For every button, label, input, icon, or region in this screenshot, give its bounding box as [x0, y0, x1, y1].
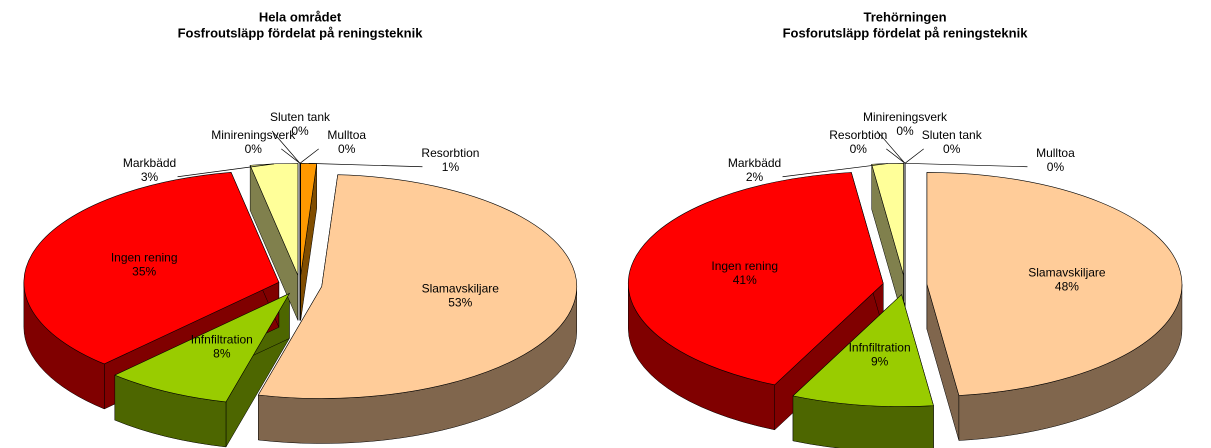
slice [871, 163, 904, 276]
slice-value: 9% [871, 355, 889, 369]
slice [627, 172, 884, 386]
slice-value: 41% [733, 273, 757, 287]
leader-line [886, 148, 906, 164]
leader-line [271, 130, 301, 164]
slice-label: Resorbtion [421, 146, 479, 160]
slice-value: 0% [896, 124, 914, 138]
slice-label: Infnfiltration [191, 333, 253, 347]
leader-line [281, 148, 301, 164]
slice-label: Infnfiltration [849, 341, 911, 355]
slice-label: Minireningsverk [211, 128, 296, 142]
slice-value: 8% [213, 347, 231, 361]
slice-label: Slamavskiljare [1028, 266, 1106, 280]
chart-subtitle: Fosforutsläpp fördelat på reningsteknik [783, 25, 1029, 40]
slice-value: 3% [141, 170, 159, 184]
slice-value: 35% [132, 264, 156, 278]
slice-label: Ingen rening [111, 250, 178, 264]
slice-label: Sluten tank [922, 128, 983, 142]
slice-value: 53% [448, 295, 472, 309]
leader-line [904, 148, 924, 164]
slice-label: Mulltoa [327, 128, 366, 142]
slice-label: Markbädd [123, 156, 176, 170]
slice [114, 292, 291, 403]
slice-label: Markbädd [728, 156, 781, 170]
slice-label: Mulltoa [1036, 146, 1075, 160]
leader-line [876, 130, 906, 164]
slice-value: 48% [1055, 280, 1079, 294]
slice [23, 171, 280, 365]
slice [926, 172, 1183, 396]
slice [792, 293, 934, 407]
leader-line [299, 148, 319, 164]
leader-line [904, 162, 1028, 168]
slice-value: 0% [291, 124, 309, 138]
slice-label: Slamavskiljare [422, 281, 500, 295]
slice-value: 0% [338, 142, 356, 156]
slice-label: Minireningsverk [863, 110, 948, 124]
slice-value: 0% [245, 142, 263, 156]
slice-label: Resorbtion [829, 128, 887, 142]
slice [257, 174, 578, 399]
chart-title: Hela området [259, 9, 342, 24]
leader-line [177, 163, 274, 178]
slice-value: 0% [943, 142, 961, 156]
slice-label: Sluten tank [270, 110, 331, 124]
slice-label: Ingen rening [711, 259, 778, 273]
leader-line [782, 163, 888, 178]
chart-title: Trehörningen [863, 9, 946, 24]
slice-value: 2% [746, 170, 764, 184]
chart-subtitle: Fosfroutsläpp fördelat på reningsteknik [178, 25, 424, 40]
slice-value: 0% [1047, 160, 1065, 174]
leader-line [308, 163, 423, 168]
slice-value: 1% [442, 160, 460, 174]
slice-value: 0% [850, 142, 868, 156]
